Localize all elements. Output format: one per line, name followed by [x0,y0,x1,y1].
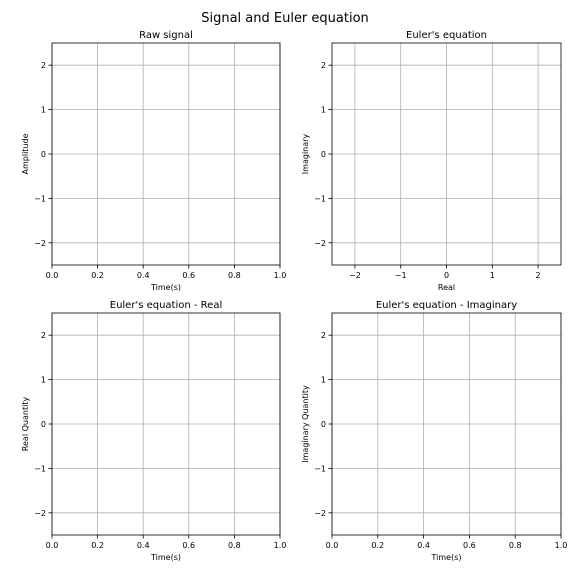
y-tick-label: −2 [34,239,46,248]
x-tick-label: 0.6 [463,541,476,550]
y-tick-label: 2 [41,331,46,340]
y-axis-ticks: −2 −1 0 1 2 [314,331,332,518]
y-tick-label: 1 [41,106,46,115]
x-tick-label: 0.4 [137,271,150,280]
x-tick-label: 0.4 [137,541,150,550]
x-tick-label: 0 [444,271,449,280]
y-tick-label: −2 [34,509,46,518]
x-axis-ticks: 0.0 0.2 0.4 0.6 0.8 1.0 [46,535,287,550]
x-axis-label: Real [438,283,455,292]
y-tick-label: −1 [34,194,46,203]
y-tick-label: −1 [34,464,46,473]
x-tick-label: 0.6 [182,541,195,550]
y-tick-label: −2 [314,239,326,248]
subplot-title: Euler's equation - Imaginary [376,300,517,311]
x-tick-label: 0.6 [182,271,195,280]
y-tick-label: −1 [314,194,326,203]
x-axis-label: Time(s) [150,553,181,562]
x-tick-label: 1.0 [555,541,568,550]
y-axis-label: Amplitude [21,133,30,174]
subplot-eulers-equation-real: Euler's equation - Real Time(s) Real Qua… [21,300,286,562]
x-tick-label: 0.0 [46,541,59,550]
y-tick-label: 0 [41,150,46,159]
x-axis-ticks: 0.0 0.2 0.4 0.6 0.8 1.0 [46,265,287,280]
y-tick-label: 0 [321,150,326,159]
x-tick-label: 0.8 [509,541,522,550]
y-axis-label: Imaginary Quantity [301,385,310,463]
x-tick-label: 1 [490,271,495,280]
x-tick-label: 0.8 [228,541,241,550]
x-axis-label: Time(s) [431,553,462,562]
subplot-eulers-equation: Euler's equation Real Imaginary −2 −1 0 1 2−… [301,30,562,292]
x-tick-label: −2 [349,271,361,280]
subplot-title: Raw signal [139,30,193,41]
x-axis-ticks: 0.0 0.2 0.4 0.6 0.8 1.0 [326,535,568,550]
x-tick-label: 1.0 [274,271,287,280]
y-tick-label: 1 [321,106,326,115]
subplot-raw-signal: Raw signal Time(s) Amplitude 0.0 0.2 0.4 0.… [21,30,286,292]
y-tick-label: 2 [321,61,326,70]
subplot-title: Euler's equation [406,30,487,41]
x-tick-label: 0.8 [228,271,241,280]
y-tick-label: 2 [41,61,46,70]
x-tick-label: 0.0 [326,541,339,550]
grid-lines [331,313,562,535]
y-tick-label: −2 [314,509,326,518]
x-tick-label: 0.2 [91,541,104,550]
x-tick-label: −1 [395,271,407,280]
subplot-eulers-equation-imaginary: Euler's equation - Imaginary Time(s) Ima… [301,300,567,562]
grid-lines [51,313,281,535]
x-tick-label: 0.2 [91,271,104,280]
subplot-title: Euler's equation - Real [110,300,222,311]
y-tick-label: 1 [41,376,46,385]
y-axis-ticks: −2 −1 0 1 2 [34,331,52,518]
y-tick-label: 2 [321,331,326,340]
x-axis-ticks: −2 −1 0 1 2 [349,265,541,280]
grid-lines [332,43,561,265]
x-tick-label: 0.0 [46,271,59,280]
x-axis-label: Time(s) [150,283,181,292]
x-tick-label: 0.4 [417,541,430,550]
y-axis-label: Imaginary [301,134,310,175]
y-tick-label: 0 [41,420,46,429]
y-tick-label: 1 [321,376,326,385]
x-tick-label: 1.0 [274,541,287,550]
x-tick-label: 0.2 [371,541,384,550]
y-axis-ticks: −2 −1 0 1 2 [314,61,332,248]
figure-title: Signal and Euler equation [201,11,369,26]
x-tick-label: 2 [536,271,541,280]
grid-lines [51,43,281,265]
y-axis-label: Real Quantity [21,397,30,452]
y-tick-label: 0 [321,420,326,429]
y-tick-label: −1 [314,464,326,473]
y-axis-ticks: −2 −1 0 1 2 [34,61,52,248]
